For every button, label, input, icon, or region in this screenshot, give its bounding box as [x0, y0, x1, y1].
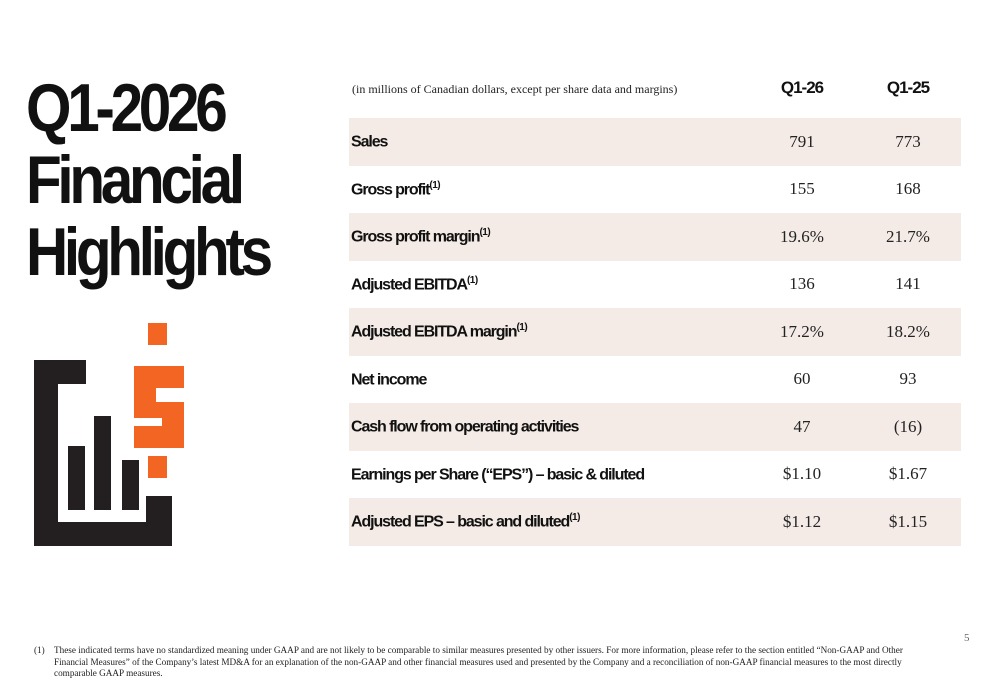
row-label: Sales — [351, 133, 388, 151]
row-label: Cash flow from operating activities — [351, 418, 579, 436]
row-value-q1-26: 17.2% — [780, 321, 824, 341]
title-line-3: Highlights — [26, 214, 273, 290]
table-row: Net income 60 93 — [349, 356, 961, 404]
row-value-q1-25: 18.2% — [886, 321, 930, 341]
row-value-q1-26: 155 — [789, 179, 815, 199]
row-value-q1-26: 47 — [793, 416, 811, 436]
row-value-q1-25: $1.15 — [888, 511, 928, 531]
row-value-q1-26: 791 — [789, 131, 815, 151]
table-row: Adjusted EBITDA(1) 136 141 — [349, 261, 961, 309]
title-line-2: Financial — [26, 142, 245, 218]
row-label: Gross profit margin(1) — [351, 227, 491, 246]
table-row: Earnings per Share (“EPS”) – basic & dil… — [349, 451, 961, 499]
units-note: (in millions of Canadian dollars, except… — [352, 82, 678, 96]
table-header: (in millions of Canadian dollars, except… — [349, 70, 961, 118]
table-row: Sales 791 773 — [349, 118, 961, 166]
row-value-q1-26: $1.10 — [782, 464, 822, 484]
column-header-q1-25: Q1-25 — [886, 78, 930, 97]
row-value-q1-25: $1.67 — [888, 464, 928, 484]
financial-highlights-table: (in millions of Canadian dollars, except… — [349, 70, 961, 546]
footnote-marker: (1) — [34, 645, 45, 655]
row-value-q1-25: 93 — [899, 369, 917, 389]
row-value-q1-26: $1.12 — [782, 511, 822, 531]
bar-chart-dollar-icon — [34, 323, 184, 546]
row-label: Net income — [351, 370, 427, 388]
row-value-q1-25: 773 — [895, 131, 921, 151]
row-label: Earnings per Share (“EPS”) – basic & dil… — [351, 465, 645, 483]
table-row: Gross profit margin(1) 19.6% 21.7% — [349, 213, 961, 261]
table-row: Cash flow from operating activities 47 (… — [349, 403, 961, 451]
table-row: Adjusted EPS – basic and diluted(1) $1.1… — [349, 498, 961, 546]
row-label: Adjusted EBITDA margin(1) — [351, 322, 528, 341]
table-row: Adjusted EBITDA margin(1) 17.2% 18.2% — [349, 308, 961, 356]
row-value-q1-26: 136 — [789, 274, 815, 294]
table-row: Gross profit(1) 155 168 — [349, 166, 961, 214]
column-header-q1-26: Q1-26 — [780, 78, 824, 97]
footnote-text: These indicated terms have no standardiz… — [54, 645, 903, 678]
footnote: (1) These indicated terms have no standa… — [34, 645, 934, 680]
row-value-q1-25: (16) — [893, 416, 923, 436]
page-title: Q1-2026 Financial Highlights — [26, 72, 275, 288]
row-value-q1-26: 19.6% — [780, 226, 824, 246]
page-number: 5 — [964, 632, 970, 644]
row-label: Adjusted EPS – basic and diluted(1) — [351, 512, 580, 531]
row-value-q1-25: 21.7% — [886, 226, 930, 246]
row-value-q1-25: 141 — [895, 274, 921, 294]
row-value-q1-25: 168 — [895, 179, 921, 199]
row-label: Gross profit(1) — [351, 179, 441, 198]
row-label: Adjusted EBITDA(1) — [351, 274, 478, 293]
title-line-1: Q1-2026 — [26, 70, 228, 146]
row-value-q1-26: 60 — [793, 369, 811, 389]
